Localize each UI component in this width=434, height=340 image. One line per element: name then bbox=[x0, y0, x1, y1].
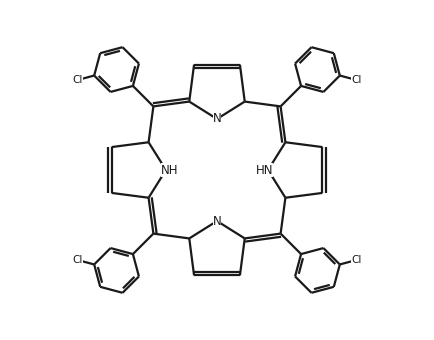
Text: HN: HN bbox=[256, 164, 273, 176]
Text: N: N bbox=[213, 113, 221, 125]
Text: NH: NH bbox=[161, 164, 178, 176]
Text: Cl: Cl bbox=[352, 255, 362, 265]
Text: Cl: Cl bbox=[72, 75, 82, 85]
Text: Cl: Cl bbox=[352, 75, 362, 85]
Text: N: N bbox=[213, 215, 221, 227]
Text: Cl: Cl bbox=[72, 255, 82, 265]
